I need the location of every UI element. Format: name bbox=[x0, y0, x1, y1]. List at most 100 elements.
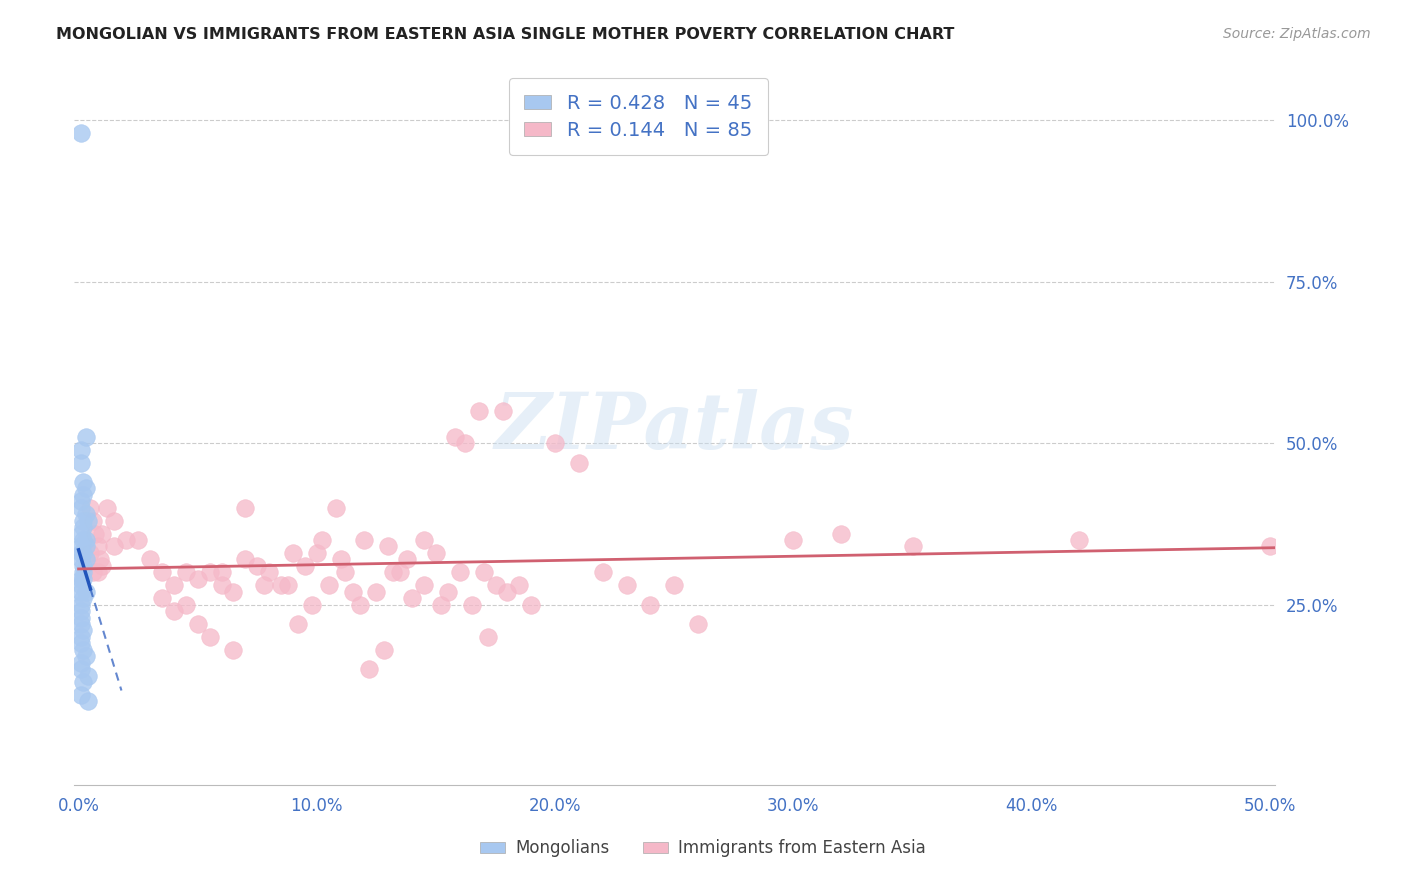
Point bbox=[70, 630, 93, 644]
Point bbox=[70, 636, 93, 650]
Point bbox=[246, 558, 269, 573]
Point bbox=[211, 578, 233, 592]
Point bbox=[396, 552, 419, 566]
Point bbox=[70, 598, 93, 612]
Point bbox=[72, 514, 94, 528]
Point bbox=[373, 642, 395, 657]
Point bbox=[496, 584, 519, 599]
Point bbox=[72, 624, 94, 638]
Point bbox=[103, 514, 125, 528]
Point bbox=[77, 668, 100, 682]
Point bbox=[84, 526, 107, 541]
Point bbox=[568, 456, 591, 470]
Point bbox=[75, 552, 97, 566]
Point bbox=[257, 566, 280, 580]
Point bbox=[277, 578, 299, 592]
Point bbox=[389, 566, 412, 580]
Point bbox=[79, 500, 101, 515]
Point bbox=[349, 598, 371, 612]
Point bbox=[70, 604, 93, 618]
Point bbox=[96, 500, 118, 515]
Point bbox=[70, 617, 93, 632]
Point bbox=[359, 662, 381, 676]
Point bbox=[72, 675, 94, 690]
Point bbox=[72, 488, 94, 502]
Point bbox=[468, 404, 491, 418]
Point bbox=[89, 552, 111, 566]
Point bbox=[72, 546, 94, 560]
Point bbox=[75, 481, 97, 495]
Point bbox=[413, 533, 436, 547]
Point bbox=[139, 552, 162, 566]
Text: Source: ZipAtlas.com: Source: ZipAtlas.com bbox=[1223, 27, 1371, 41]
Point bbox=[401, 591, 423, 606]
Point bbox=[301, 598, 323, 612]
Point bbox=[472, 566, 495, 580]
Text: ZIPatlas: ZIPatlas bbox=[495, 389, 853, 466]
Point bbox=[329, 552, 352, 566]
Point bbox=[70, 610, 93, 624]
Point bbox=[413, 578, 436, 592]
Point bbox=[353, 533, 375, 547]
Point bbox=[79, 546, 101, 560]
Point bbox=[198, 566, 221, 580]
Point bbox=[686, 617, 709, 632]
Point bbox=[103, 540, 125, 554]
Legend: Mongolians, Immigrants from Eastern Asia: Mongolians, Immigrants from Eastern Asia bbox=[474, 833, 932, 864]
Point bbox=[72, 558, 94, 573]
Point bbox=[75, 649, 97, 664]
Point bbox=[449, 566, 471, 580]
Point bbox=[830, 526, 852, 541]
Point bbox=[70, 540, 93, 554]
Point bbox=[222, 584, 245, 599]
Point bbox=[235, 552, 257, 566]
Point bbox=[294, 558, 316, 573]
Point bbox=[1069, 533, 1091, 547]
Point bbox=[163, 578, 186, 592]
Point bbox=[305, 546, 328, 560]
Point bbox=[70, 526, 93, 541]
Point bbox=[366, 584, 388, 599]
Point bbox=[75, 584, 97, 599]
Point bbox=[82, 514, 104, 528]
Point bbox=[287, 617, 309, 632]
Point bbox=[82, 566, 104, 580]
Point bbox=[444, 430, 467, 444]
Point bbox=[222, 642, 245, 657]
Point bbox=[91, 558, 114, 573]
Point bbox=[187, 617, 209, 632]
Point bbox=[377, 540, 399, 554]
Point bbox=[70, 662, 93, 676]
Point bbox=[72, 520, 94, 534]
Point bbox=[70, 500, 93, 515]
Point bbox=[782, 533, 804, 547]
Point bbox=[281, 546, 304, 560]
Point bbox=[520, 598, 543, 612]
Point bbox=[437, 584, 460, 599]
Point bbox=[453, 436, 475, 450]
Point bbox=[70, 456, 93, 470]
Point bbox=[1258, 540, 1281, 554]
Point bbox=[461, 598, 484, 612]
Point bbox=[70, 688, 93, 702]
Point bbox=[150, 566, 173, 580]
Point bbox=[253, 578, 276, 592]
Point bbox=[425, 546, 447, 560]
Point bbox=[270, 578, 292, 592]
Point bbox=[70, 546, 93, 560]
Point bbox=[115, 533, 138, 547]
Point bbox=[127, 533, 149, 547]
Point bbox=[544, 436, 567, 450]
Point bbox=[318, 578, 340, 592]
Point bbox=[477, 630, 499, 644]
Point bbox=[75, 430, 97, 444]
Point bbox=[70, 584, 93, 599]
Point bbox=[72, 533, 94, 547]
Point bbox=[198, 630, 221, 644]
Point bbox=[174, 598, 197, 612]
Point bbox=[86, 566, 108, 580]
Point bbox=[70, 494, 93, 508]
Point bbox=[235, 500, 257, 515]
Point bbox=[616, 578, 638, 592]
Point bbox=[187, 572, 209, 586]
